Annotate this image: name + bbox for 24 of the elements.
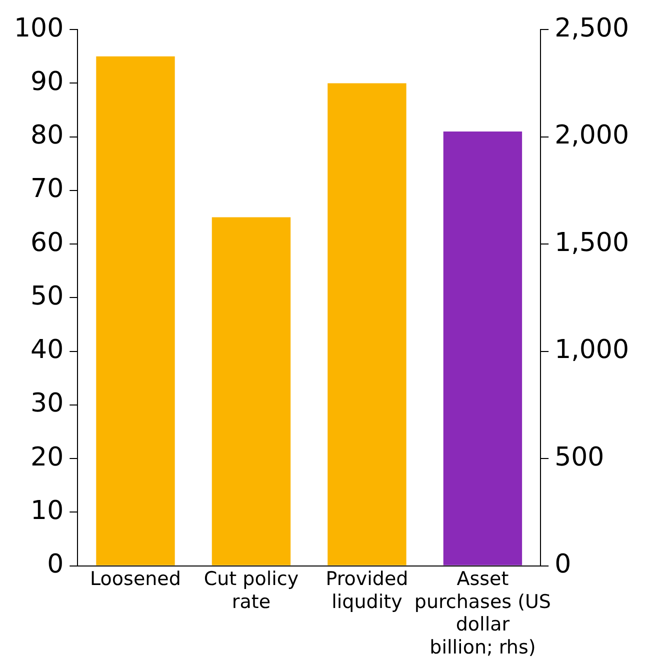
- x-tick-label: Cut policy rate: [204, 568, 299, 613]
- y2-tick-label: 2,500: [554, 13, 630, 44]
- y-tick-label: 90: [30, 66, 64, 97]
- y2-tick-label: 0: [554, 550, 572, 580]
- y-tick-label: 60: [30, 228, 64, 258]
- y-tick-label: 80: [30, 120, 64, 151]
- y-tick-label: 20: [30, 442, 64, 472]
- y2-tick-label: 1,000: [554, 335, 630, 366]
- y-tick-label: 100: [14, 13, 64, 44]
- y-tick-label: 40: [30, 335, 64, 366]
- y-tick-label: 30: [30, 388, 64, 419]
- x-tick-label: Asset purchases (US dollar billion; rhs): [414, 568, 551, 659]
- y-tick-label: 70: [30, 174, 64, 204]
- y-tick-label: 10: [30, 496, 64, 526]
- y2-tick-label: 2,000: [554, 120, 630, 151]
- bar: [212, 217, 291, 566]
- x-tick-label: Loosened: [90, 568, 181, 590]
- x-tick-label: Provided liqudity: [326, 568, 408, 613]
- y2-tick-label: 500: [554, 442, 604, 472]
- bar: [96, 56, 175, 566]
- y2-tick-label: 1,500: [554, 228, 630, 258]
- y-tick-label: 50: [30, 281, 64, 312]
- bar: [328, 83, 406, 566]
- y-tick-label: 0: [47, 550, 64, 580]
